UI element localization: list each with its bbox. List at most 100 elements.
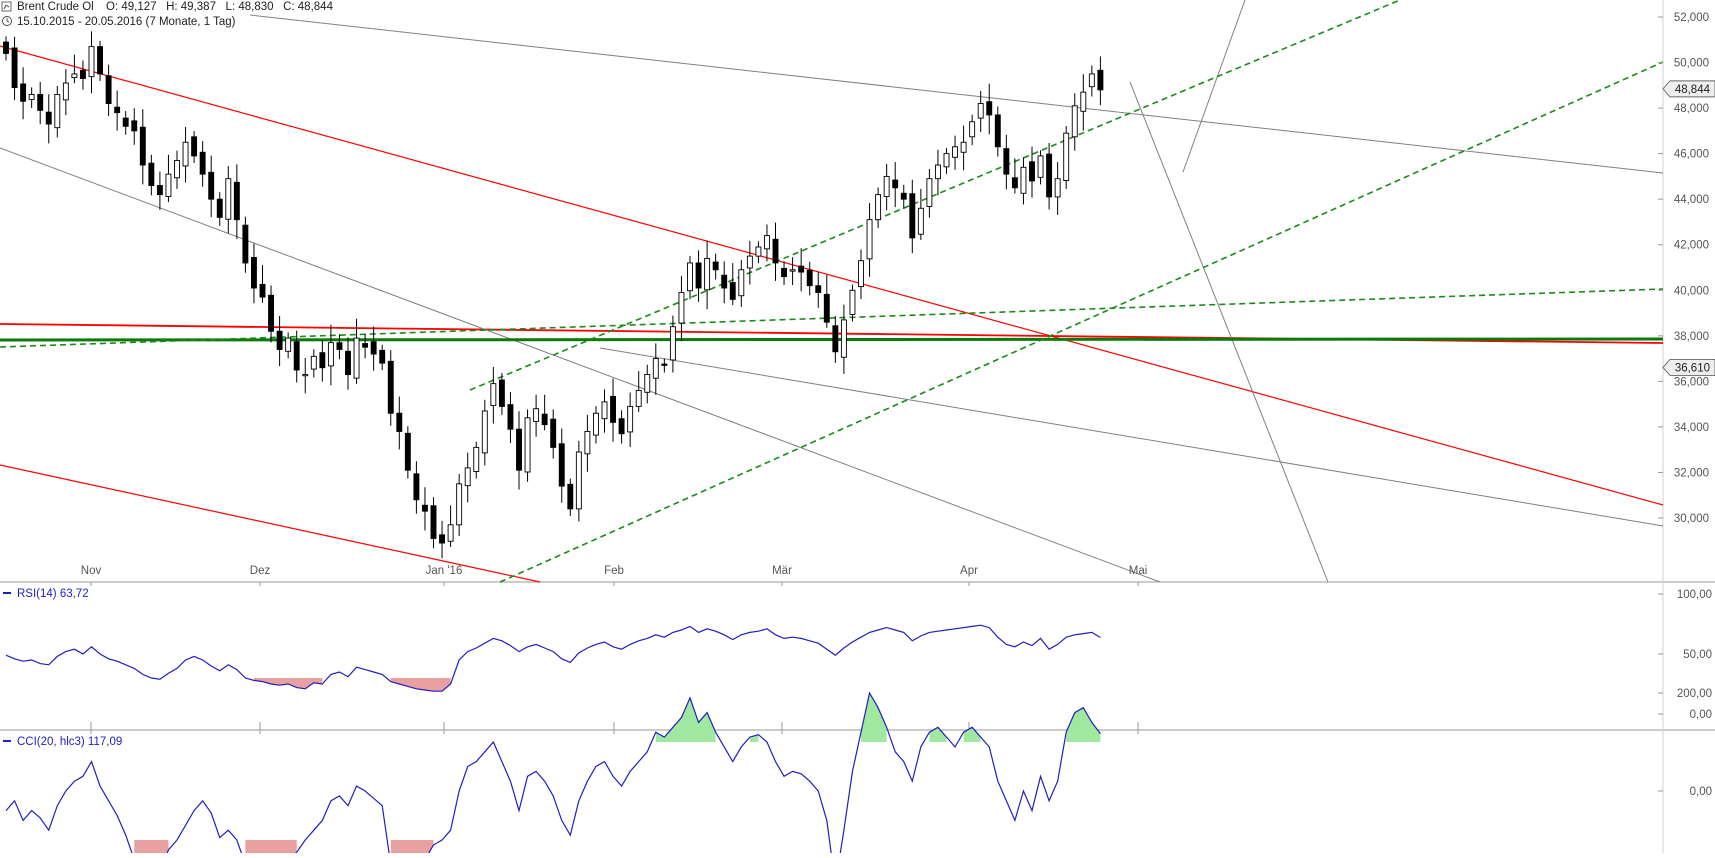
- candle-body-down: [319, 352, 326, 369]
- candle: [28, 87, 35, 108]
- candle-body-up: [353, 337, 360, 379]
- candle: [430, 497, 437, 549]
- candle: [3, 36, 9, 61]
- y-tick-label: 48,000: [1674, 103, 1709, 115]
- grey-steep-line-down[interactable]: [1129, 81, 1329, 583]
- candle-body-down: [11, 47, 18, 89]
- candle-body-down: [3, 41, 9, 54]
- candle-body-up: [1071, 105, 1078, 138]
- grey-downtrend-channel-line[interactable]: [0, 147, 1161, 583]
- x-tick-label: Mär: [772, 565, 792, 577]
- y-tick-label: 34,000: [1674, 422, 1709, 434]
- candle-body-down: [892, 179, 899, 189]
- candle-body-up: [840, 319, 847, 358]
- grey-channel-line[interactable]: [599, 347, 1664, 527]
- candle: [669, 315, 676, 373]
- candle: [858, 249, 864, 300]
- candle-body-up: [678, 292, 685, 324]
- rsi-oversold-fill: [390, 678, 451, 692]
- candle-body-up: [960, 141, 967, 153]
- candle: [695, 250, 702, 302]
- red-downtrend-line-upper[interactable]: [0, 45, 1664, 506]
- candle-body-down: [439, 534, 445, 544]
- green-dashed-flat-line[interactable]: [0, 288, 1664, 348]
- candle-body-down: [345, 350, 351, 375]
- trendlines[interactable]: [0, 0, 1664, 583]
- candle-body-up: [755, 246, 762, 257]
- candle-body-down: [498, 379, 505, 407]
- instrument-name: Brent Crude Ol: [17, 1, 94, 13]
- green-horizontal-support-line[interactable]: [0, 337, 1664, 342]
- candle: [353, 318, 360, 384]
- candle: [541, 394, 548, 431]
- candle-body-up: [738, 269, 745, 297]
- candle-body-down: [336, 342, 343, 350]
- candle: [575, 440, 582, 522]
- candle: [379, 344, 386, 371]
- candle-body-down: [131, 120, 138, 132]
- candle: [960, 125, 967, 171]
- candle: [610, 378, 616, 442]
- candle-body-down: [139, 126, 146, 166]
- grey-steep-line-up[interactable]: [1182, 0, 1246, 173]
- candle: [208, 155, 215, 218]
- candle: [225, 166, 232, 234]
- candle: [216, 192, 223, 226]
- candle-body-down: [558, 443, 565, 487]
- candle: [490, 367, 497, 424]
- x-tick-label: Feb: [604, 565, 624, 577]
- candle: [618, 410, 625, 444]
- candle: [866, 203, 873, 277]
- candle-body-up: [669, 326, 676, 361]
- candle-body-down: [721, 274, 728, 289]
- candle-body-down: [216, 198, 223, 218]
- price-marker-box: [1662, 80, 1715, 98]
- candle: [481, 399, 488, 466]
- candle-body-up: [687, 262, 693, 292]
- y-tick-label: 32,000: [1674, 467, 1709, 479]
- candle-body-down: [208, 171, 215, 200]
- candle: [156, 171, 163, 210]
- candle-body-down: [1003, 148, 1010, 175]
- candle-body-down: [233, 181, 240, 221]
- candle-body-down: [909, 193, 916, 239]
- candle-body-up: [1063, 132, 1070, 181]
- candle-body-up: [652, 358, 659, 379]
- grey-resistance-line[interactable]: [249, 14, 1664, 174]
- candle: [54, 86, 61, 138]
- candle: [952, 135, 958, 170]
- candle-body-down: [259, 283, 266, 298]
- candle-body-up: [849, 289, 856, 315]
- date-range: 15.10.2015 - 20.05.2016 (7 Monate, 1 Tag…: [17, 16, 236, 28]
- candle: [558, 428, 565, 503]
- y-tick-label: 100,00: [1677, 589, 1712, 601]
- candle: [738, 259, 745, 307]
- candle: [233, 164, 240, 240]
- green-dashed-upper-channel[interactable]: [469, 0, 1401, 391]
- candle-body-down: [610, 395, 616, 423]
- candle-body-up: [593, 412, 599, 436]
- candle: [977, 91, 984, 133]
- candle: [191, 131, 198, 163]
- ohlc-readout: O: 49,127 H: 49,387 L: 48,830 C: 48,844: [106, 1, 334, 13]
- y-tick-label: 38,000: [1674, 331, 1709, 343]
- candle: [986, 83, 993, 135]
- y-tick-label: 30,000: [1674, 513, 1709, 525]
- candle: [935, 149, 941, 196]
- candle-body-up: [225, 178, 232, 220]
- candle: [370, 326, 377, 371]
- candle: [883, 163, 890, 211]
- candle: [1037, 150, 1044, 185]
- candle-body-up: [174, 160, 180, 179]
- candle-body-up: [926, 178, 933, 207]
- candle-body-up: [764, 235, 770, 250]
- candle: [507, 392, 514, 444]
- candle-body-up: [952, 146, 958, 158]
- red-downtrend-line-lower[interactable]: [0, 464, 541, 583]
- candle-body-down: [695, 262, 702, 289]
- y-tick-label: 44,000: [1674, 194, 1709, 206]
- candle-body-up: [464, 467, 471, 487]
- green-dashed-lower-channel[interactable]: [499, 61, 1664, 583]
- x-tick-label: Dez: [250, 565, 271, 577]
- candle-body-up: [584, 431, 591, 455]
